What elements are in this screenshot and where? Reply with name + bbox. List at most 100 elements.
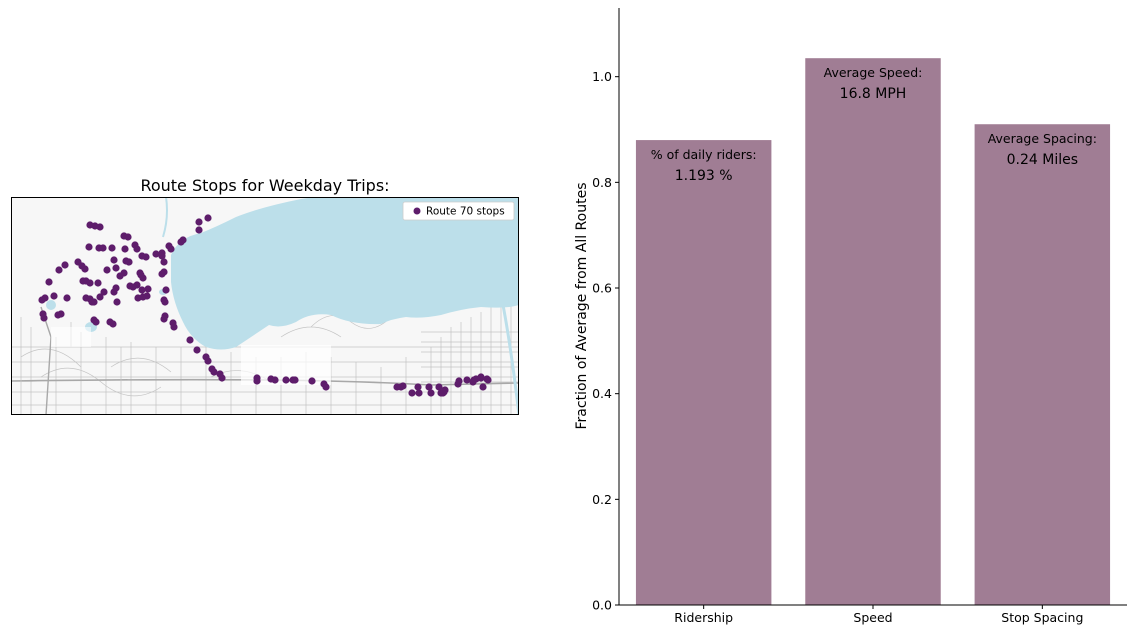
- stop-marker: [81, 265, 89, 273]
- stop-marker: [158, 270, 166, 278]
- map-canvas: Route 70 stops: [10, 196, 521, 416]
- bar-annotation-label: % of daily riders:: [651, 147, 757, 162]
- x-axis: Ridership Speed Stop Spacing: [619, 604, 1127, 625]
- stop-marker: [88, 298, 96, 306]
- x-tick-label: Speed: [853, 610, 892, 625]
- route-stops: [38, 214, 492, 397]
- stop-marker: [137, 271, 145, 279]
- stop-marker: [161, 298, 169, 306]
- y-tick-label: 0.4: [592, 386, 612, 401]
- stop-marker: [435, 383, 443, 391]
- stop-marker: [110, 256, 118, 264]
- bar-annotation-value: 0.24 Miles: [1007, 152, 1078, 168]
- stop-marker: [133, 245, 141, 253]
- stop-marker: [472, 375, 480, 383]
- bar-annotation-label: Average Speed:: [824, 65, 923, 80]
- stop-marker: [108, 244, 116, 252]
- stop-marker: [308, 377, 316, 385]
- y-tick-label: 0.8: [592, 175, 612, 190]
- stop-marker: [282, 376, 290, 384]
- stop-marker: [271, 376, 279, 384]
- bar-annotation-value: 16.8 MPH: [840, 86, 907, 102]
- stop-marker: [399, 382, 407, 390]
- stop-marker: [427, 389, 435, 397]
- legend-marker: [413, 207, 421, 215]
- stop-marker: [160, 315, 168, 323]
- stop-marker: [45, 278, 53, 286]
- map-frame: [11, 197, 519, 415]
- stop-marker: [79, 277, 87, 285]
- stop-marker: [57, 310, 65, 318]
- stop-marker: [204, 357, 212, 365]
- stop-marker: [253, 377, 261, 385]
- stop-marker: [425, 383, 433, 391]
- legend-label: Route 70 stops: [426, 206, 505, 218]
- y-tick-label: 1.0: [592, 69, 612, 84]
- stop-marker: [138, 286, 146, 294]
- stop-marker: [61, 261, 69, 269]
- stop-marker: [99, 244, 107, 252]
- stop-marker: [152, 250, 160, 258]
- stop-marker: [129, 283, 137, 291]
- stop-marker: [218, 374, 226, 382]
- stop-marker: [414, 383, 422, 391]
- bar-stop-spacing: [974, 124, 1111, 605]
- stop-marker: [94, 279, 102, 287]
- stop-marker: [85, 243, 93, 251]
- stop-marker: [195, 226, 203, 234]
- stop-marker: [193, 346, 201, 354]
- stop-marker: [121, 245, 129, 253]
- x-tick-label: Ridership: [674, 610, 733, 625]
- stop-marker: [109, 320, 117, 328]
- stop-marker: [103, 266, 111, 274]
- bar-annotations: % of daily riders: 1.193 % Average Speed: 1…: [651, 65, 1097, 184]
- stop-marker: [55, 266, 63, 274]
- bar-annotation-value: 1.193 %: [675, 168, 733, 184]
- y-tick-label: 0.0: [592, 598, 612, 613]
- stop-marker: [124, 233, 132, 241]
- y-axis-label: Fraction of Average from All Routes: [574, 183, 590, 430]
- river: [501, 304, 521, 416]
- lake-shape: [171, 197, 519, 350]
- stop-marker: [162, 286, 170, 294]
- y-tick-label: 0.2: [592, 492, 612, 507]
- stop-marker: [186, 336, 194, 344]
- stop-marker: [50, 292, 58, 300]
- creek: [162, 196, 168, 238]
- stop-marker: [40, 314, 48, 322]
- stop-marker: [116, 272, 124, 280]
- stop-marker: [100, 288, 108, 296]
- stop-marker: [158, 252, 166, 260]
- stop-marker: [96, 223, 104, 231]
- bars-group: [635, 58, 1111, 606]
- stop-marker: [112, 264, 120, 272]
- route-stops-map: Route 70 stops: [10, 196, 521, 416]
- stop-marker: [415, 389, 423, 397]
- stop-marker: [138, 252, 146, 260]
- bar-ridership: [635, 140, 772, 605]
- stop-marker: [177, 238, 185, 246]
- stop-marker: [322, 383, 330, 391]
- map-title: Route Stops for Weekday Trips:: [140, 176, 390, 195]
- pond-1: [46, 300, 56, 310]
- stop-marker: [139, 293, 147, 301]
- stop-marker: [479, 383, 487, 391]
- stop-marker: [125, 258, 133, 266]
- map-legend: Route 70 stops: [402, 201, 515, 221]
- stop-marker: [170, 323, 178, 331]
- stop-marker: [86, 279, 94, 287]
- stop-marker: [195, 218, 203, 226]
- y-axis: 0.0 0.2 0.4 0.6 0.8 1.0: [592, 8, 620, 613]
- stop-marker: [63, 294, 71, 302]
- stop-marker: [92, 318, 100, 326]
- map-open-area-2: [51, 327, 91, 347]
- stop-marker: [160, 258, 168, 266]
- stop-marker: [408, 389, 416, 397]
- stop-marker: [463, 376, 471, 384]
- stop-marker: [210, 368, 218, 376]
- stop-marker: [455, 377, 463, 385]
- stop-marker: [38, 296, 46, 304]
- stop-marker: [96, 293, 104, 301]
- stop-marker: [204, 214, 212, 222]
